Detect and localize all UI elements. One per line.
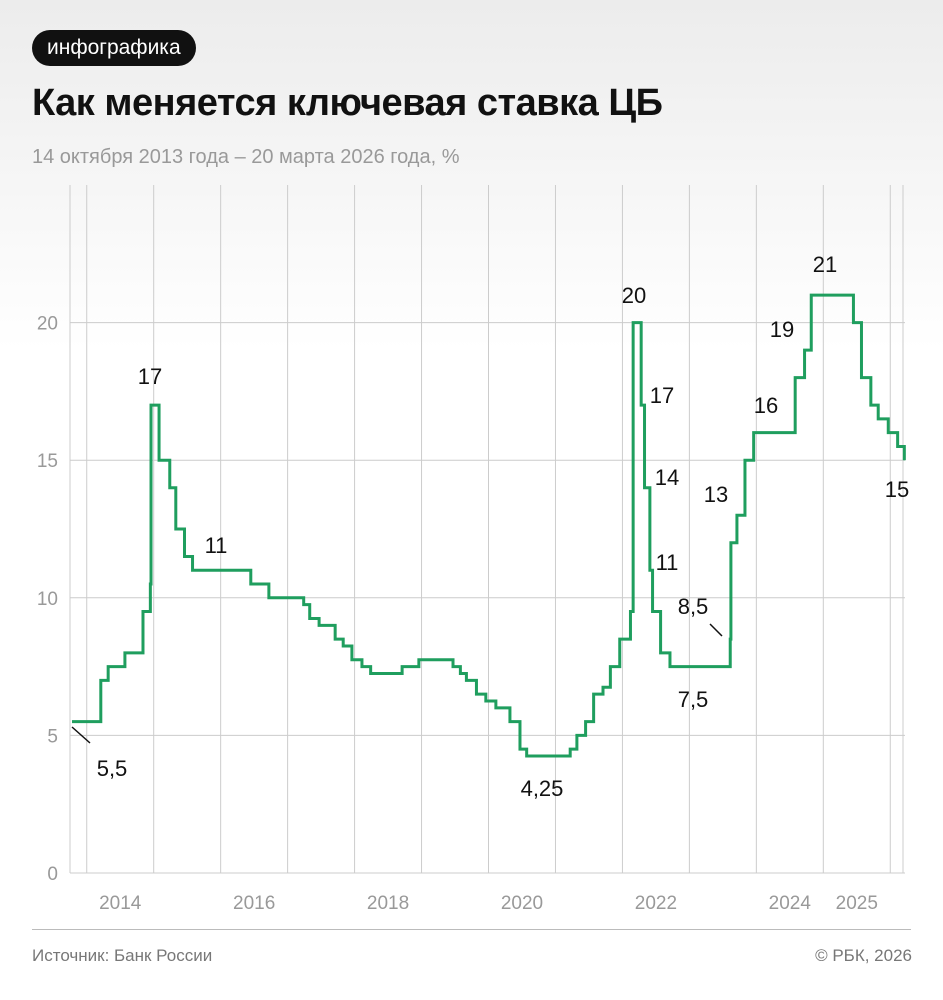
badge: инфографика xyxy=(32,30,196,66)
value-label: 14 xyxy=(655,465,679,490)
rate-line xyxy=(72,293,906,758)
x-tick-label: 2014 xyxy=(99,893,142,914)
x-tick-label: 2020 xyxy=(501,893,543,914)
x-tick-label: 2024 xyxy=(769,893,812,914)
x-tick-label: 2025 xyxy=(836,893,878,914)
y-tick-label: 10 xyxy=(37,589,58,610)
value-label: 11 xyxy=(205,533,228,558)
value-label: 4,25 xyxy=(521,776,564,801)
value-label: 17 xyxy=(650,383,674,408)
x-tick-label: 2018 xyxy=(367,893,409,914)
x-tick-label: 2022 xyxy=(635,893,677,914)
x-tick-label: 2016 xyxy=(233,893,275,914)
subtitle: 14 октября 2013 года – 20 марта 2026 год… xyxy=(32,146,460,168)
value-label: 15 xyxy=(885,477,909,502)
copyright: © РБК, 2026 xyxy=(815,946,912,965)
value-label: 7,5 xyxy=(678,687,709,712)
y-tick-label: 0 xyxy=(47,864,58,885)
y-tick-label: 5 xyxy=(47,726,58,747)
value-label: 21 xyxy=(813,252,837,277)
leader xyxy=(71,726,91,744)
value-label: 16 xyxy=(754,393,778,418)
value-label: 20 xyxy=(622,283,646,308)
source: Источник: Банк России xyxy=(32,946,213,965)
value-label: 5,5 xyxy=(97,756,128,781)
y-tick-label: 20 xyxy=(37,314,58,335)
value-label: 13 xyxy=(704,482,728,507)
value-label: 17 xyxy=(138,364,162,389)
footer-rule xyxy=(32,929,911,930)
value-label: 8,5 xyxy=(678,594,709,619)
value-label: 19 xyxy=(770,317,794,342)
title: Как меняется ключевая ставка ЦБ xyxy=(32,82,663,124)
y-tick-label: 15 xyxy=(37,451,58,472)
leader xyxy=(709,623,723,637)
value-label: 11 xyxy=(656,550,679,575)
